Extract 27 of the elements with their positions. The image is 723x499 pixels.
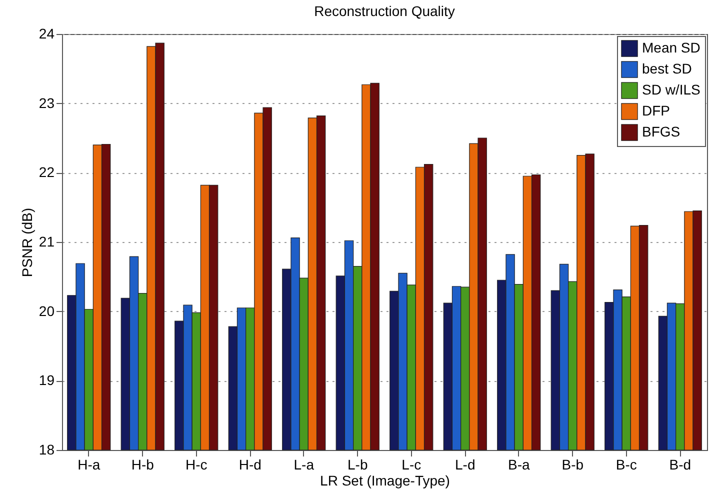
x-tick-label: B-d xyxy=(669,456,692,472)
x-tick-label: L-a xyxy=(294,456,314,472)
chart-title: Reconstruction Quality xyxy=(314,3,455,19)
x-tick-label: H-c xyxy=(185,456,208,472)
x-tick-label: H-d xyxy=(238,456,262,472)
y-axis-title: PSNR (dB) xyxy=(18,208,35,278)
x-tick-label: H-b xyxy=(131,456,154,472)
y-tick-label: 23 xyxy=(38,94,55,111)
x-tick-label: B-b xyxy=(562,456,584,472)
x-tick-label: H-a xyxy=(78,456,100,472)
x-tick-label: B-a xyxy=(508,456,530,472)
x-tick-label: L-b xyxy=(348,456,368,472)
legend-label: SD w/ILS xyxy=(642,82,700,98)
y-tick-label: 18 xyxy=(38,442,55,458)
y-tick-label: 19 xyxy=(38,372,55,388)
x-tick-label: B-c xyxy=(616,456,637,472)
legend-label: DFP xyxy=(642,102,670,118)
legend-label: best SD xyxy=(642,60,692,76)
x-tick-label: L-d xyxy=(455,456,476,472)
x-axis-title: LR Set (Image-Type) xyxy=(320,472,450,488)
y-tick-label: 22 xyxy=(38,164,55,180)
legend-label: BFGS xyxy=(642,124,680,140)
legend-label: Mean SD xyxy=(642,40,700,56)
y-tick-label: 24 xyxy=(38,26,55,42)
y-tick-label: 21 xyxy=(38,234,55,250)
x-tick-label: L-c xyxy=(402,456,422,472)
y-tick-label: 20 xyxy=(38,302,55,319)
